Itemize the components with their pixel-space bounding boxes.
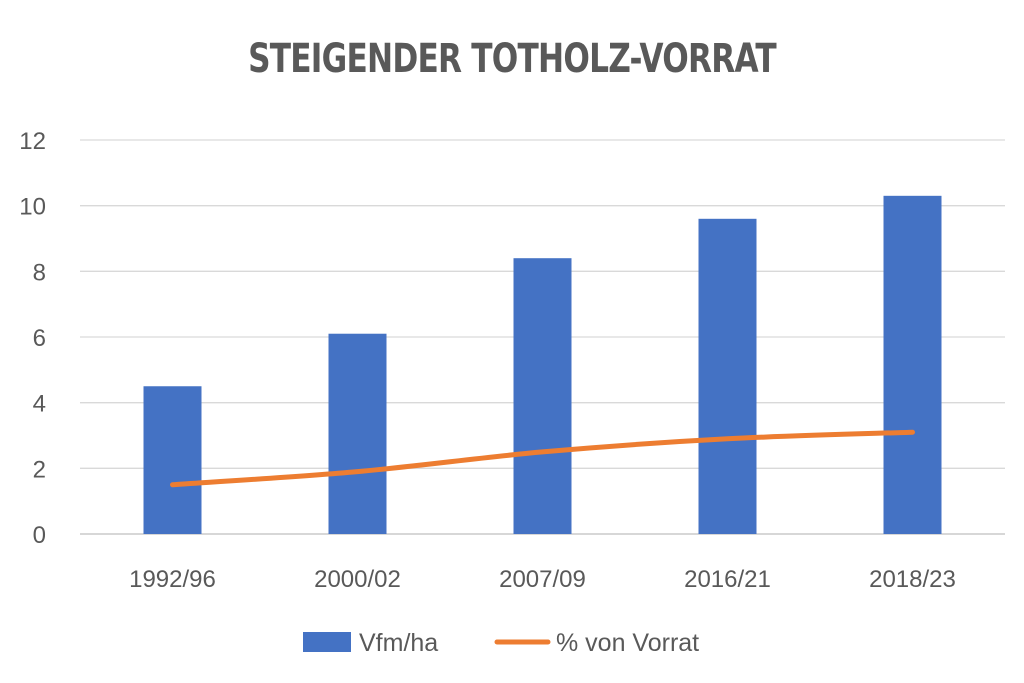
- bar-series: [143, 195, 942, 535]
- y-tick-label: 6: [33, 325, 46, 352]
- y-tick-label: 4: [33, 391, 46, 418]
- y-tick-label: 12: [19, 128, 46, 155]
- y-tick-label: 10: [19, 194, 46, 221]
- y-tick-label: 0: [33, 522, 46, 549]
- bar: [883, 195, 942, 535]
- bar: [328, 333, 387, 534]
- y-tick-label: 8: [33, 259, 46, 286]
- legend: Vfm/ha % von Vorrat: [303, 629, 699, 657]
- line-series: [170, 429, 915, 488]
- y-axis-ticks: 0 2 4 6 8 10 12: [19, 128, 46, 549]
- legend-label-bar: Vfm/ha: [359, 629, 438, 657]
- legend-label-line: % von Vorrat: [556, 629, 699, 657]
- x-axis-ticks: 1992/96 2000/02 2007/09 2016/21 2018/23: [129, 566, 956, 593]
- y-tick-label: 2: [33, 456, 46, 483]
- bar: [698, 218, 757, 535]
- chart-title: STEIGENDER TOTHOLZ-VORRAT: [248, 36, 777, 82]
- x-tick-label: 2018/23: [869, 566, 956, 593]
- x-tick-label: 2000/02: [314, 566, 401, 593]
- x-tick-label: 1992/96: [129, 566, 216, 593]
- bar: [143, 386, 202, 534]
- legend-swatch-bar: [303, 632, 351, 652]
- bar: [513, 258, 572, 534]
- x-tick-label: 2007/09: [499, 566, 586, 593]
- x-tick-label: 2016/21: [684, 566, 771, 593]
